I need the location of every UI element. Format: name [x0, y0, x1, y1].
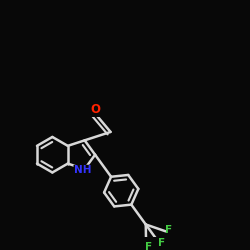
- Text: F: F: [165, 225, 172, 235]
- Text: F: F: [158, 238, 165, 248]
- Text: F: F: [146, 242, 152, 250]
- Text: O: O: [91, 104, 101, 117]
- Text: NH: NH: [74, 165, 92, 175]
